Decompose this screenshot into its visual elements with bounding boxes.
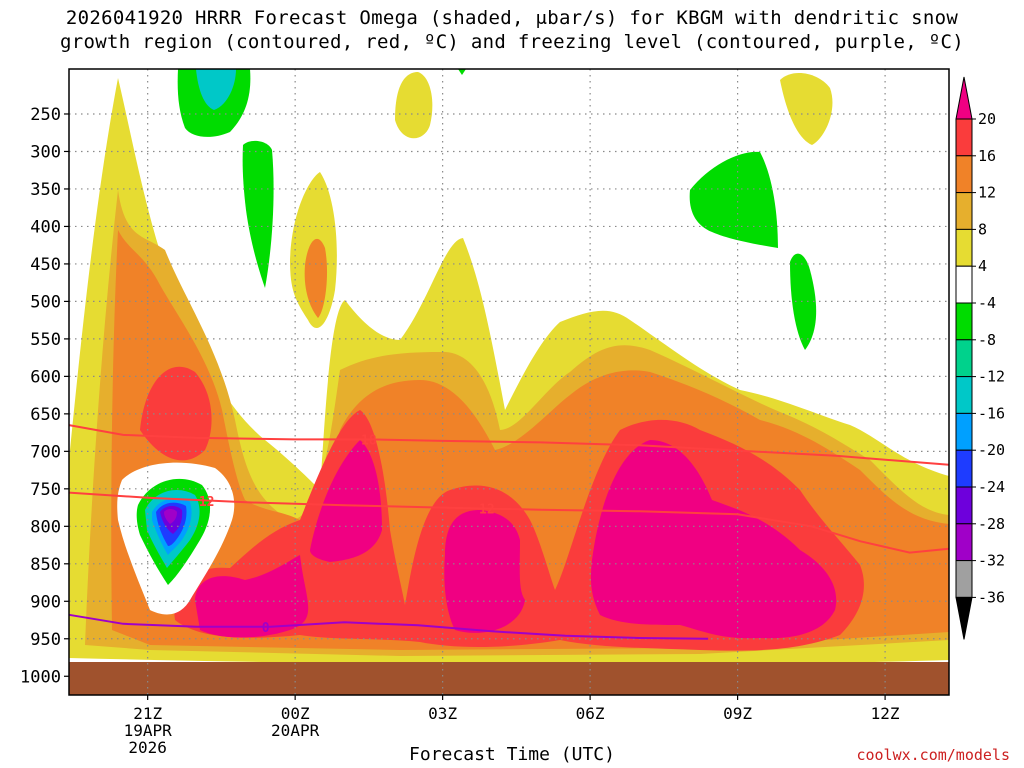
colorbar-label-12: 12 (978, 184, 996, 202)
contour-line-2 (68, 613, 709, 640)
colorbar-box--12-to--8 (955, 339, 973, 378)
colorbar-label--36: -36 (978, 588, 1005, 606)
y-tick-label-850: 850 (30, 555, 61, 575)
y-tick-label-500: 500 (30, 292, 61, 312)
omega-band-neg8-tiny (458, 69, 466, 75)
y-tick-label-750: 750 (30, 480, 61, 500)
x-tick-label-0-1: 19APR (124, 721, 173, 740)
grid-lines (69, 69, 949, 695)
plot-frame (68, 68, 950, 696)
colorbar-label--16: -16 (978, 404, 1005, 422)
chart-title-line-2: growth region (contoured, red, ºC) and f… (60, 31, 964, 53)
y-tick-label-700: 700 (30, 442, 61, 462)
x-tick-label-2-0: 03Z (428, 704, 457, 723)
omega-band-neg12-upper (196, 69, 236, 110)
omega-shading (69, 69, 949, 666)
colorbar-label-16: 16 (978, 147, 996, 165)
colorbar: 20 16 12 8 4 -4 -8 -12 -16 -20 -24 -28 -32 -36 (955, 76, 1005, 640)
colorbar-box-12-to-16 (955, 155, 973, 194)
colorbar-label--28: -28 (978, 515, 1005, 533)
colorbar-box--16-to--12 (955, 376, 973, 414)
colorbar-box--36-to--32 (955, 560, 973, 598)
x-tick-label-0-0: 21Z (133, 704, 162, 723)
colorbar-box--20-to--16 (955, 412, 973, 451)
colorbar-label--8: -8 (978, 331, 996, 349)
y-axis: 250 300 350 400 450 500 550 600 650 700 750 800 850 9… (20, 105, 69, 687)
contour-line-1 (68, 491, 950, 554)
y-tick-label-450: 450 (30, 255, 61, 275)
omega-band-neg8-right2 (790, 253, 817, 350)
colorbar-box--8-to--4 (955, 302, 973, 341)
contour-label-2-0: 0 (262, 621, 270, 636)
y-tick-label-550: 550 (30, 330, 61, 350)
colorbar-label--12: -12 (978, 368, 1005, 386)
y-tick-label-400: 400 (30, 217, 61, 237)
contour-label-1-1: 12 (479, 502, 495, 517)
y-tick-label-950: 950 (30, 630, 61, 650)
colorbar-label-8: 8 (978, 220, 987, 238)
omega-band-20 (195, 440, 837, 639)
x-tick-label-5-0: 12Z (871, 704, 900, 723)
colorbar-box-16-to-20 (955, 118, 973, 157)
colorbar-label-4: 4 (978, 257, 987, 275)
colorbar-label--24: -24 (978, 478, 1005, 496)
colorbar-box--4-to-4 (955, 265, 973, 304)
colorbar-box--28-to--24 (955, 486, 973, 525)
omega-band-4-aloft-2 (780, 73, 833, 145)
omega-band-neg28-main (164, 509, 177, 524)
x-tick-label-4-0: 09Z (723, 704, 752, 723)
x-tick-label-3-0: 06Z (576, 704, 605, 723)
omega-band-neg8-right1 (689, 151, 778, 248)
y-tick-label-350: 350 (30, 180, 61, 200)
contour-line-0 (68, 424, 950, 466)
omega-band-neg8-mid (242, 140, 274, 288)
colorbar-box-4-to-8 (955, 228, 973, 267)
y-tick-label-1000: 1000 (20, 667, 61, 687)
ground-fill (69, 662, 949, 695)
colorbar-box--32-to--28 (955, 523, 973, 562)
omega-band-4-aloft-1 (395, 72, 433, 139)
contour-label-0-0: 18 (361, 433, 377, 448)
colorbar-label--32: -32 (978, 552, 1005, 570)
x-tick-label-1-1: 20APR (271, 721, 320, 740)
colorbar-box-8-to-12 (955, 192, 973, 230)
colorbar-box--24-to--20 (955, 449, 973, 488)
x-tick-label-1-0: 00Z (281, 704, 310, 723)
contour-label-1-0: 12 (199, 495, 215, 510)
chart-title: 2026041920 HRRR Forecast Omega (shaded, … (0, 6, 1024, 54)
colorbar-label-20: 20 (978, 110, 996, 128)
colorbar-arrow-bottom (955, 596, 973, 640)
colorbar-label--20: -20 (978, 441, 1005, 459)
x-axis-label: Forecast Time (UTC) (409, 744, 615, 765)
y-tick-label-900: 900 (30, 592, 61, 612)
y-tick-label-300: 300 (30, 142, 61, 162)
y-tick-label-250: 250 (30, 105, 61, 125)
credit-link[interactable]: coolwx.com/models (856, 746, 1010, 764)
x-tick-label-0-2: 2026 (128, 738, 167, 757)
y-tick-label-600: 600 (30, 367, 61, 387)
y-tick-label-800: 800 (30, 517, 61, 537)
omega-band-12-aloft (304, 238, 328, 318)
colorbar-arrow-top (955, 76, 973, 120)
contour-labels: 18 12 12 0 (199, 433, 495, 635)
chart-title-line-1: 2026041920 HRRR Forecast Omega (shaded, … (65, 7, 959, 29)
temperature-contours (68, 424, 950, 640)
y-tick-label-650: 650 (30, 405, 61, 425)
colorbar-label--4: -4 (978, 294, 996, 312)
